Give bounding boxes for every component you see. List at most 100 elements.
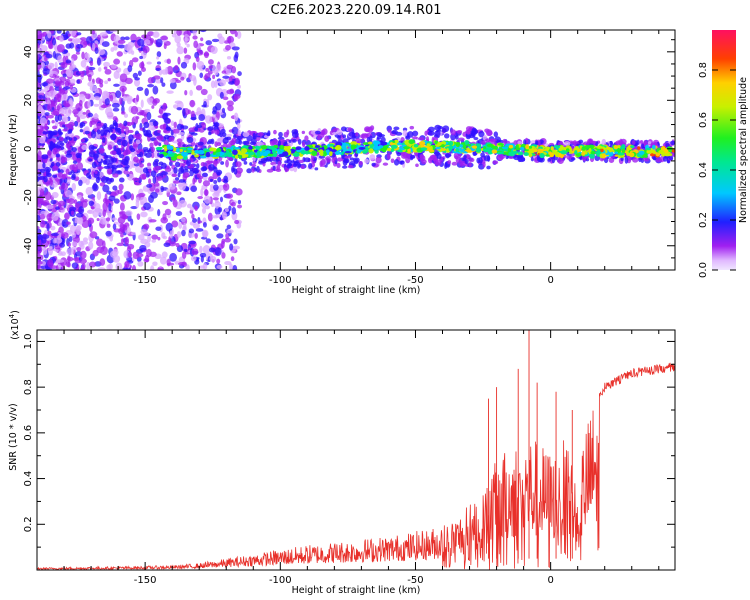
- spectrogram-cell: [169, 252, 178, 262]
- spectrogram-cell: [200, 37, 204, 42]
- spectrogram-cell: [151, 127, 156, 131]
- spectrogram-cell: [471, 145, 478, 149]
- spectrogram-cell: [142, 126, 146, 133]
- spectrogram-cell: [75, 51, 80, 55]
- spectrogram-cell: [375, 156, 382, 164]
- spectrogram-cell: [68, 129, 72, 133]
- spectrogram-cell: [51, 100, 58, 107]
- spectrogram-cell: [123, 61, 127, 66]
- spectrogram-cell: [61, 218, 69, 228]
- spectrogram-cell: [176, 46, 185, 55]
- spectrogram-cell: [127, 243, 135, 250]
- spectrogram-cell: [37, 188, 41, 197]
- spectrogram-cell: [162, 213, 167, 221]
- spectrogram-cell: [96, 122, 102, 129]
- spectrogram-cell: [196, 61, 205, 70]
- spectrogram-cell: [79, 243, 85, 250]
- spectrogram-cell: [210, 46, 218, 54]
- spectrogram-cell: [156, 56, 160, 60]
- spectrogram-cell: [609, 140, 613, 145]
- spectrogram-cell: [190, 150, 196, 155]
- spectrogram-cell: [419, 141, 426, 146]
- colorbar-tick-label: 0.2: [698, 212, 709, 228]
- spectrogram-cell: [444, 153, 452, 158]
- spectrogram-cell: [455, 157, 462, 164]
- spectrogram-cell: [200, 166, 208, 172]
- spectrogram-cell: [513, 140, 519, 146]
- spectrogram-cell: [147, 162, 152, 167]
- spectrogram-cell: [55, 145, 61, 149]
- spectrogram-cell: [585, 157, 590, 162]
- spectrogram-cell: [417, 137, 425, 141]
- spectrogram-cell: [87, 112, 94, 118]
- spectrogram-cell: [147, 234, 152, 243]
- spectrogram-cell: [61, 93, 69, 101]
- spectrogram-cell: [116, 51, 123, 57]
- spectrogram-cell: [44, 85, 49, 93]
- spectrogram-x-tick-label: -150: [134, 275, 157, 286]
- spectrogram-cell: [150, 146, 155, 153]
- spectrogram-cell: [47, 103, 53, 112]
- spectrogram-cell: [378, 145, 384, 149]
- spectrogram-cell: [186, 150, 192, 154]
- spectrogram-cell: [173, 121, 178, 129]
- spectrogram-cell: [182, 144, 186, 148]
- spectrogram-cell: [203, 75, 209, 81]
- spectrogram-cell: [197, 195, 204, 200]
- spectrogram-cell: [124, 166, 129, 171]
- spectrogram-cell: [608, 151, 614, 157]
- spectrogram-cell: [592, 140, 597, 144]
- spectrogram-cell: [234, 219, 240, 225]
- spectrogram-cell: [172, 128, 180, 134]
- spectrogram-cell: [52, 165, 59, 171]
- spectrogram-cell: [331, 157, 336, 163]
- snr-x-tick-label: -50: [407, 575, 423, 586]
- spectrogram-cell: [347, 164, 354, 169]
- spectrogram-cell: [640, 143, 645, 149]
- spectrogram-cell: [130, 193, 135, 201]
- spectrogram-cell: [233, 238, 238, 245]
- spectrogram-cell: [122, 267, 128, 270]
- spectrogram-cell: [102, 184, 110, 193]
- spectrogram-cell: [106, 209, 110, 216]
- spectrogram-cell: [150, 191, 158, 199]
- spectrogram-cell: [231, 165, 235, 173]
- spectrogram-cell: [71, 262, 79, 269]
- spectrogram-cell: [150, 265, 155, 270]
- spectrogram-cell: [146, 61, 152, 65]
- spectrogram-cell: [104, 193, 108, 203]
- spectrogram-cell: [60, 232, 69, 239]
- spectrogram-cell: [234, 147, 241, 150]
- spectrogram-cell: [39, 137, 46, 144]
- spectrogram-cell: [96, 217, 100, 222]
- spectrogram-cell: [112, 223, 117, 230]
- spectrogram-cell: [183, 34, 190, 38]
- spectrogram-cell: [47, 62, 55, 70]
- spectrogram-cell: [661, 151, 666, 157]
- spectrogram-cell: [223, 40, 230, 44]
- spectrogram-cell: [39, 168, 46, 173]
- spectrogram-cell: [78, 206, 85, 215]
- spectrogram-cell: [157, 236, 161, 241]
- spectrogram-cell: [118, 154, 125, 159]
- spectrogram-cell: [433, 157, 439, 165]
- spectrogram-cell: [87, 73, 92, 82]
- spectrogram-cell: [205, 238, 212, 244]
- spectrogram-cell: [390, 158, 395, 163]
- spectrogram-cell: [448, 145, 454, 151]
- spectrogram-cell: [624, 156, 629, 164]
- spectrogram-cell: [117, 170, 121, 174]
- spectrogram-cell: [86, 172, 91, 179]
- spectrogram-cell: [246, 168, 252, 174]
- snr-y-tick-label: 0.4: [23, 471, 34, 487]
- spectrogram-cell: [37, 30, 43, 40]
- spectrogram-cell: [190, 185, 198, 193]
- spectrogram-cell: [112, 217, 118, 221]
- spectrogram-cell: [79, 114, 87, 119]
- spectrogram-cell: [237, 71, 242, 77]
- spectrogram-cell: [375, 144, 379, 150]
- spectrogram-cell: [37, 43, 40, 47]
- spectrogram-cell: [219, 91, 224, 99]
- spectrogram-cell: [167, 150, 173, 154]
- spectrogram-cell: [136, 153, 142, 158]
